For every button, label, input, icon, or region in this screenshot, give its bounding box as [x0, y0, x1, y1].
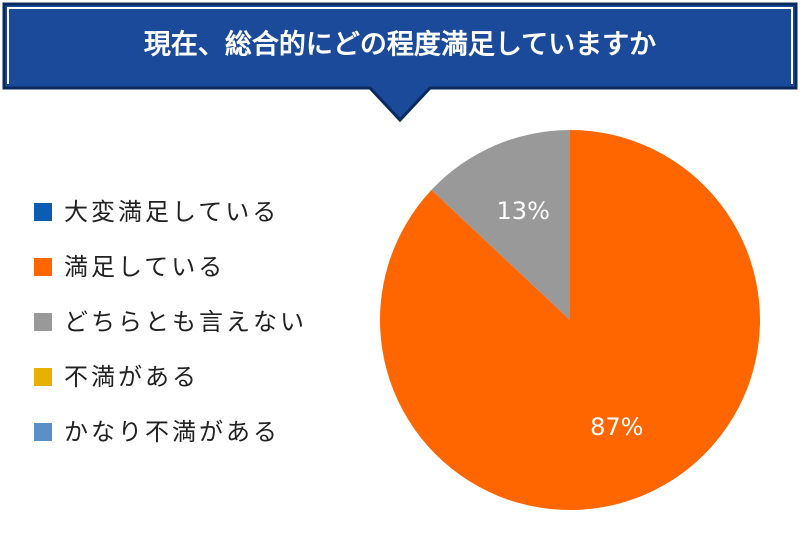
- chart-title: 現在、総合的にどの程度満足していますか: [144, 29, 656, 61]
- legend-swatch: [34, 203, 52, 221]
- legend-swatch: [34, 423, 52, 441]
- value-label: 87%: [590, 413, 643, 441]
- pie-slice: [380, 130, 761, 510]
- legend-label: かなり不満がある: [64, 418, 280, 446]
- title-banner: 現在、総合的にどの程度満足していますか: [2, 2, 798, 123]
- banner-border: [7, 7, 793, 84]
- legend-label: どちらとも言えない: [64, 308, 307, 336]
- legend-label: 満足している: [64, 253, 225, 281]
- legend-swatch: [34, 258, 52, 276]
- pie-slice: [431, 130, 570, 320]
- legend-label: 不満がある: [64, 363, 199, 391]
- legend-swatch: [34, 313, 52, 331]
- value-label: 13%: [497, 197, 550, 225]
- legend-label: 大変満足している: [64, 198, 279, 226]
- legend-swatch: [34, 368, 52, 386]
- banner-shape: [2, 2, 798, 123]
